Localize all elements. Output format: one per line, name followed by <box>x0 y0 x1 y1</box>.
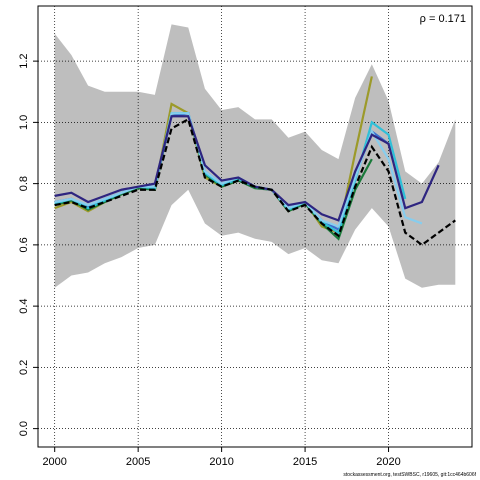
y-tick-label: 1.0 <box>18 115 30 130</box>
annotation: ρ = 0.171 <box>420 13 466 25</box>
footer: stockassessment.org, testSWBSC, r19605, … <box>343 472 476 478</box>
y-tick-label: 0.6 <box>18 237 30 252</box>
plot-frame <box>37 5 473 448</box>
x-tick-label: 2000 <box>42 456 66 468</box>
y-tick-label: 0.2 <box>18 360 30 375</box>
y-tick-label: 0.0 <box>18 421 30 436</box>
confidence-band <box>54 24 456 288</box>
x-tick-label: 2005 <box>126 456 150 468</box>
x-tick-label: 2015 <box>293 456 317 468</box>
y-tick-label: 1.2 <box>18 53 30 68</box>
y-tick-label: 0.4 <box>18 298 30 313</box>
x-tick-label: 2010 <box>209 456 233 468</box>
y-tick-label: 0.8 <box>18 176 30 191</box>
series-line <box>54 117 456 247</box>
series-line <box>54 115 440 222</box>
x-tick-label: 2020 <box>376 456 400 468</box>
